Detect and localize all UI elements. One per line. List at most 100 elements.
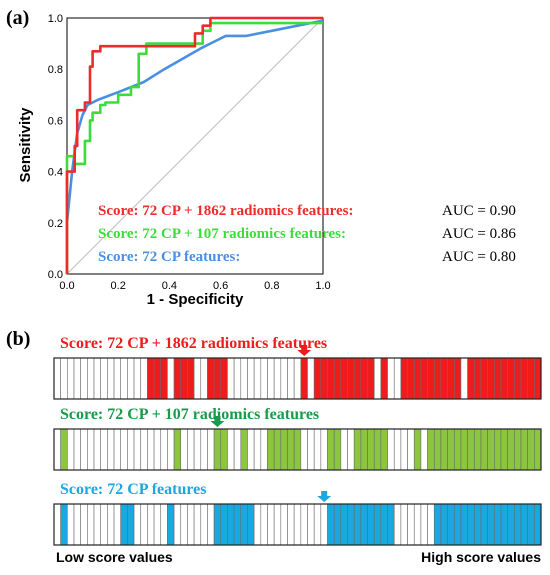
strip-cell [140, 503, 148, 546]
strip-cell [313, 357, 322, 400]
strip-cell [53, 428, 61, 471]
strip-cell [153, 428, 162, 471]
legend-series-name: Score: 72 CP features: [98, 249, 240, 265]
strip-cell [300, 428, 308, 471]
strip-cell [53, 357, 61, 400]
high-score-label: High score values [421, 549, 541, 565]
strip-cell [60, 357, 68, 400]
strip-cell [93, 428, 101, 471]
strip-cell [467, 357, 475, 400]
strip-cell [440, 503, 448, 546]
strip-cell [420, 357, 428, 400]
strip-cell [73, 357, 81, 400]
strip-cell [60, 503, 68, 546]
strip-cell [367, 357, 375, 400]
strip-cell [373, 357, 382, 400]
strip-cell [473, 503, 482, 546]
strip-cell [60, 428, 68, 471]
strip-cell [527, 503, 535, 546]
x-tick-label: 1.0 [315, 280, 330, 292]
roc-plot-area [66, 17, 324, 275]
strip-cell [120, 357, 128, 400]
strip-cell [127, 503, 135, 546]
strip-cell [133, 357, 142, 400]
strip-cell [514, 357, 522, 400]
strip-cell [220, 428, 228, 471]
strip-cell [367, 428, 375, 471]
strip-cell [487, 428, 495, 471]
roc-curves [65, 16, 324, 274]
strip-cell [53, 503, 61, 546]
strip-cell [280, 357, 288, 400]
strip-cell [87, 428, 95, 471]
strip-frame [53, 357, 542, 400]
strip-title: Score: 72 CP + 1862 radiomics features [60, 335, 327, 352]
strip-cell [400, 357, 408, 400]
strip-cell [73, 503, 81, 546]
y-tick-label: 0.2 [48, 218, 63, 230]
strip-cell [127, 428, 135, 471]
legend-auc-value: AUC = 0.80 [442, 249, 516, 265]
strip-cell [453, 503, 462, 546]
strip-cell [387, 503, 395, 546]
strip-cell [253, 503, 262, 546]
strip-cell [213, 357, 222, 400]
score-strips: Score: 72 CP + 1862 radiomics features Sc… [53, 335, 542, 546]
roc-chart: 0.0 0.2 0.4 0.6 0.8 1.0 0.0 0.2 0.4 0.6 0.8 1.0 1 -… [17, 13, 516, 308]
strip-cell [107, 503, 115, 546]
strip-cell [247, 428, 255, 471]
strip-cell [87, 357, 95, 400]
strip-cell [240, 503, 248, 546]
strip-cell [280, 503, 288, 546]
strip-cell [307, 503, 315, 546]
legend-auc-value: AUC = 0.90 [442, 203, 516, 219]
strip-cell [407, 428, 415, 471]
strip-cell [320, 428, 328, 471]
strip-cell [493, 428, 502, 471]
strip-cell [113, 503, 122, 546]
strip-cell [140, 428, 148, 471]
strip-arrow-marker [297, 345, 312, 356]
strip-cell [93, 503, 101, 546]
y-tick-label: 0.0 [48, 269, 63, 281]
strip-cell [120, 428, 128, 471]
strip-cell [514, 503, 522, 546]
strip-cell [347, 503, 355, 546]
strip-cell [400, 503, 408, 546]
strip-cell [260, 428, 268, 471]
strip-cell [80, 503, 88, 546]
strip-cell [473, 357, 482, 400]
strip-title: Score: 72 CP + 107 radiomics features [60, 406, 319, 423]
strip-cell [213, 503, 222, 546]
strip-cell [380, 357, 388, 400]
strip-cell [100, 503, 108, 546]
strip-cell [487, 503, 495, 546]
chance-diagonal [66, 17, 324, 275]
roc-series-line-1 [65, 21, 323, 274]
strip-cell [253, 357, 262, 400]
strip-cell [160, 428, 168, 471]
strip-cell [427, 357, 435, 400]
strip-cell [473, 428, 482, 471]
strip-cell [287, 357, 295, 400]
strip-cell [153, 357, 162, 400]
roc-legend: Score: 72 CP + 1862 radiomics features: A… [98, 203, 516, 265]
strip-cell [353, 357, 362, 400]
strip-cell [380, 503, 388, 546]
strip-cell [187, 503, 195, 546]
strip-arrow-marker [317, 491, 332, 502]
strip-cell [427, 428, 435, 471]
strip-cell [487, 357, 495, 400]
strip-cell [320, 357, 328, 400]
strip-cell [467, 503, 475, 546]
strip-frame [53, 428, 542, 471]
strip-cell [287, 428, 295, 471]
legend-series-name: Score: 72 CP + 107 radiomics features: [98, 226, 346, 242]
strip-cell [307, 428, 315, 471]
y-axis-label: Sensitivity [17, 107, 34, 183]
strip-cell [113, 428, 122, 471]
strip-cell [200, 357, 208, 400]
strip-cell [160, 503, 168, 546]
strip-cell [407, 357, 415, 400]
strip-cell [213, 428, 222, 471]
